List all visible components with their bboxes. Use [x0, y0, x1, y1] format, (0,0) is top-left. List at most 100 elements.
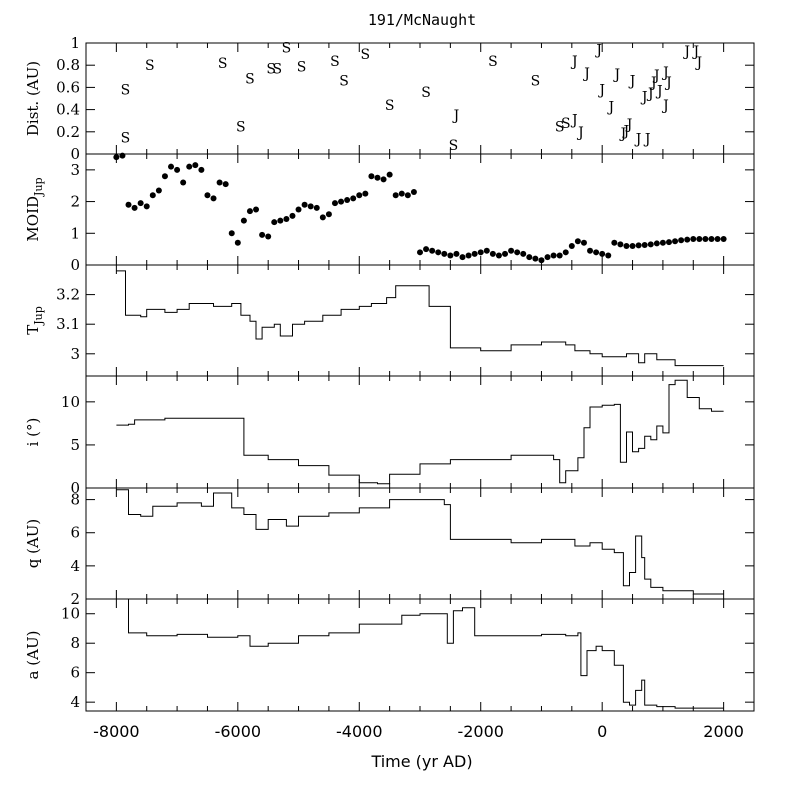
moid-point: [338, 198, 345, 205]
moid-point: [471, 250, 478, 257]
moid-point: [574, 238, 581, 245]
x-tick-label: -4000: [336, 722, 383, 741]
encounter-j: J: [628, 74, 636, 90]
moid-point: [155, 187, 162, 194]
y-tick-label: 0: [70, 479, 80, 497]
y-tick-label: 4: [70, 693, 80, 711]
y-axis-label: i (°): [24, 418, 42, 447]
moid-point: [161, 173, 168, 180]
encounter-j: J: [452, 108, 460, 124]
moid-point: [550, 252, 557, 259]
moid-point: [441, 250, 448, 257]
x-tick-label: 0: [597, 722, 607, 741]
moid-point: [526, 254, 533, 261]
moid-point: [259, 231, 266, 238]
encounter-s: S: [330, 54, 340, 70]
moid-point: [362, 190, 369, 197]
moid-point: [568, 242, 575, 249]
x-axis-label: Time (yr AD): [370, 752, 472, 771]
moid-point: [599, 250, 606, 257]
y-tick-label: 3: [70, 161, 80, 179]
chart-title: 191/McNaught: [368, 11, 476, 29]
moid-point: [465, 252, 472, 259]
x-tick-label: -2000: [457, 722, 504, 741]
y-tick-label: 10: [61, 393, 80, 411]
moid-point: [344, 196, 351, 203]
encounter-j: J: [570, 113, 578, 129]
moid-point: [392, 192, 399, 199]
moid-point: [313, 204, 320, 211]
moid-point: [240, 217, 247, 224]
moid-point: [113, 154, 120, 161]
moid-point: [271, 219, 278, 226]
encounter-j: J: [606, 99, 614, 115]
encounter-j: J: [576, 125, 584, 141]
moid-point: [459, 254, 466, 261]
moid-point: [204, 192, 211, 199]
moid-point: [386, 171, 393, 178]
moid-point: [593, 249, 600, 256]
y-tick-label: 3.2: [56, 286, 80, 304]
y-tick-label: 0: [70, 145, 80, 163]
moid-point: [580, 239, 587, 246]
moid-point: [301, 201, 308, 208]
panel-tjup: 3 3.1 3.2 TJup: [24, 264, 755, 377]
series-line-q: [116, 489, 724, 595]
encounter-j: J: [655, 84, 663, 100]
moid-point: [659, 239, 666, 246]
encounter-j: J: [594, 43, 602, 59]
encounter-s: S: [236, 119, 246, 135]
encounter-s: S: [361, 47, 371, 63]
encounter-j: J: [597, 83, 605, 99]
panel-frame: [85, 487, 755, 600]
moid-point: [544, 254, 551, 261]
moid-point: [611, 239, 618, 246]
panel-frame: [85, 153, 755, 266]
encounter-j: J: [640, 89, 648, 105]
encounter-j: J: [661, 98, 669, 114]
y-axis-label: TJup: [24, 306, 45, 335]
encounter-j: J: [622, 124, 630, 140]
encounter-j: J: [649, 75, 657, 91]
y-tick-label: 4: [70, 557, 80, 575]
panel-a: 4 6 8 10 a (AU): [24, 598, 755, 712]
moid-point: [265, 233, 272, 240]
moid-point: [222, 181, 229, 188]
y-tick-label: 3.1: [56, 315, 80, 333]
moid-point: [277, 217, 284, 224]
encounter-s: S: [531, 74, 541, 90]
encounter-s: S: [121, 83, 131, 99]
encounter-s: S: [561, 116, 571, 132]
moid-point: [143, 203, 150, 210]
moid-point: [708, 235, 715, 242]
moid-point: [192, 162, 199, 169]
moid-point: [653, 240, 660, 247]
moid-point: [520, 250, 527, 257]
encounter-j: J: [625, 117, 633, 133]
moid-point: [702, 235, 709, 242]
encounter-s: S: [121, 130, 131, 146]
encounter-j: J: [643, 131, 651, 147]
y-tick-label: 0.4: [56, 101, 80, 119]
encounter-s: S: [488, 54, 498, 70]
moid-point: [307, 203, 314, 210]
series-line-incl: [116, 379, 724, 485]
y-tick-label: 5: [70, 436, 80, 454]
encounter-s: S: [297, 59, 307, 75]
moid-point: [562, 249, 569, 256]
y-tick-label: 2: [70, 193, 80, 211]
moid-point: [720, 235, 727, 242]
moid-point: [641, 242, 648, 249]
panel-q: 2 4 6 8 q (AU): [24, 487, 755, 608]
moid-point: [374, 174, 381, 181]
moid-point: [186, 163, 193, 170]
y-tick-label: 3: [70, 345, 80, 363]
y-tick-label: 8: [70, 634, 80, 652]
y-tick-label: 6: [70, 664, 80, 682]
moid-point: [198, 166, 205, 173]
y-tick-label: 2: [70, 590, 80, 608]
encounter-j: J: [661, 65, 669, 81]
moid-point: [180, 179, 187, 186]
y-tick-label: 8: [70, 491, 80, 509]
